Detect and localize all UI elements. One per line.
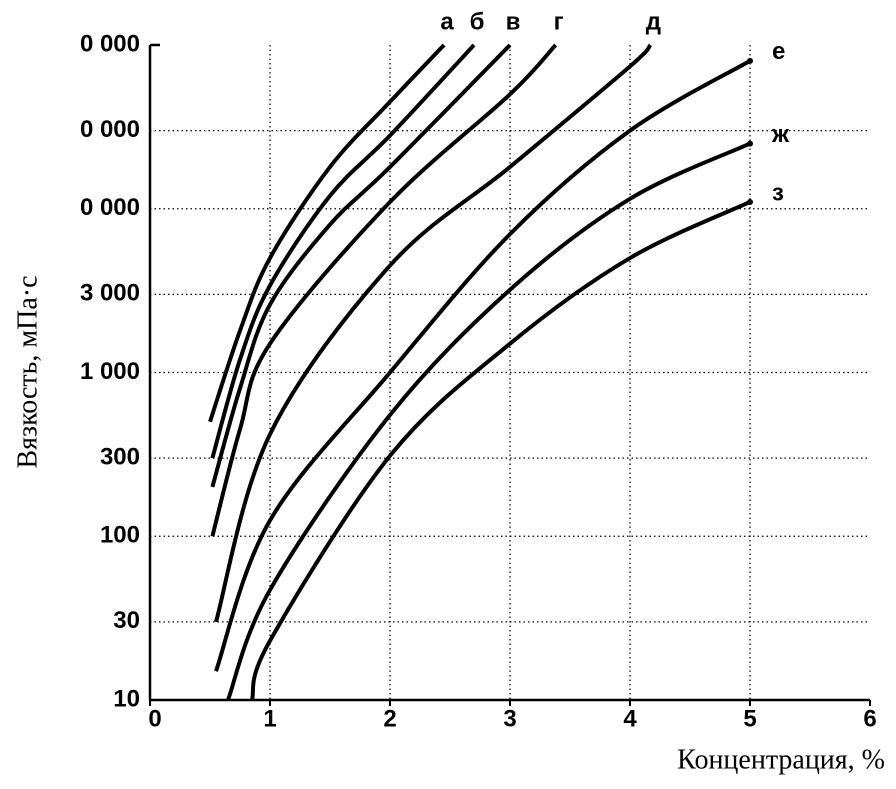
curve <box>210 43 476 459</box>
y-tick-label: 30 <box>113 607 140 634</box>
curve <box>214 59 752 672</box>
x-tick-label: 4 <box>623 705 637 732</box>
x-tick-label: 2 <box>383 705 396 732</box>
x-tick-label: 0 <box>148 705 161 732</box>
y-tick-label: 0 000 <box>80 30 140 57</box>
curve <box>226 141 751 701</box>
curve <box>214 43 652 623</box>
curve-label: в <box>506 8 521 35</box>
curve-label: д <box>646 8 661 35</box>
y-tick-label: 10 <box>113 685 140 712</box>
x-tick-label: 6 <box>863 705 876 732</box>
end-point <box>747 140 753 147</box>
y-tick-label: 3 000 <box>80 280 140 307</box>
curve-label: з <box>772 179 784 206</box>
curve <box>208 43 446 423</box>
curve-label: а <box>440 8 454 35</box>
y-tick-label: 100 <box>100 522 140 549</box>
curve <box>210 43 558 537</box>
x-tick-label: 5 <box>743 705 756 732</box>
y-tick-label: 0 000 <box>80 194 140 221</box>
curve-label: ж <box>771 121 790 148</box>
x-tick-label: 1 <box>263 705 276 732</box>
y-tick-label: 1 000 <box>80 358 140 385</box>
end-point <box>747 198 753 205</box>
curve <box>210 43 512 488</box>
x-axis-label: Концентрация, % <box>677 744 885 775</box>
curve-label: е <box>772 38 785 65</box>
curve-label: г <box>554 8 564 35</box>
curve <box>250 200 751 701</box>
y-tick-label: 0 000 <box>80 116 140 143</box>
y-tick-label: 300 <box>100 443 140 470</box>
y-axis-label: Вязкость, мПа·с <box>12 275 43 468</box>
end-point <box>747 57 753 64</box>
x-tick-label: 3 <box>503 705 516 732</box>
curve-label: б <box>470 8 485 35</box>
